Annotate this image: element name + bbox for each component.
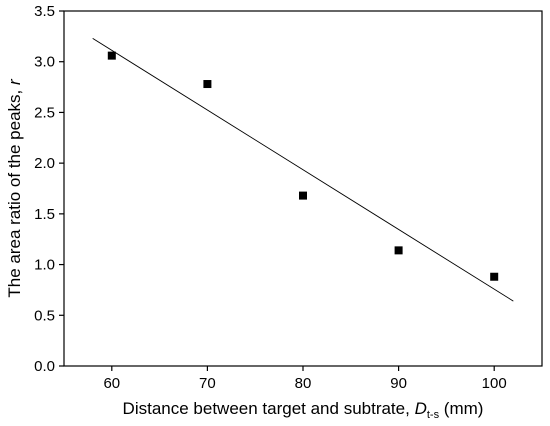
ticks: 60 70 80 90 100 0.0 0.5 1.0 1.5 2.0 2.5 3.0 3.5 (34, 3, 507, 392)
y-axis-title: The area ratio of the peaks, r (5, 78, 24, 298)
y-tick-label: 2.0 (34, 155, 55, 172)
x-tick-label: 80 (295, 375, 312, 392)
x-tick-label: 90 (390, 375, 407, 392)
x-tick-label: 60 (103, 375, 120, 392)
y-tick-label: 1.5 (34, 206, 55, 223)
x-axis-title-main: Distance between target and subtrate, (123, 399, 415, 418)
data-point (299, 191, 307, 200)
y-axis-title-var: r (5, 78, 24, 85)
y-axis-title-main: The area ratio of the peaks, (5, 85, 24, 298)
fit-line-group (92, 38, 514, 302)
y-tick-label: 0.5 (34, 307, 55, 324)
y-tick-label: 2.5 (34, 104, 55, 121)
x-axis-title-unit: (mm) (439, 399, 483, 418)
data-point (203, 80, 212, 89)
y-tick-label: 1.0 (34, 257, 55, 274)
plot-frame (63, 10, 543, 367)
data-point (490, 272, 499, 281)
x-axis-title: Distance between target and subtrate, Dt… (123, 399, 484, 421)
data-point (394, 246, 403, 255)
x-tick-label: 100 (482, 375, 507, 392)
y-tick-label: 3.5 (34, 3, 55, 20)
y-tick-label: 0.0 (34, 358, 55, 375)
fit-line (92, 38, 514, 302)
x-axis-title-sub: t-s (427, 409, 440, 421)
data-points (107, 51, 499, 281)
x-axis-title-var: D (415, 399, 427, 418)
x-tick-label: 70 (199, 375, 216, 392)
y-tick-label: 3.0 (34, 54, 55, 71)
data-point (107, 51, 116, 60)
